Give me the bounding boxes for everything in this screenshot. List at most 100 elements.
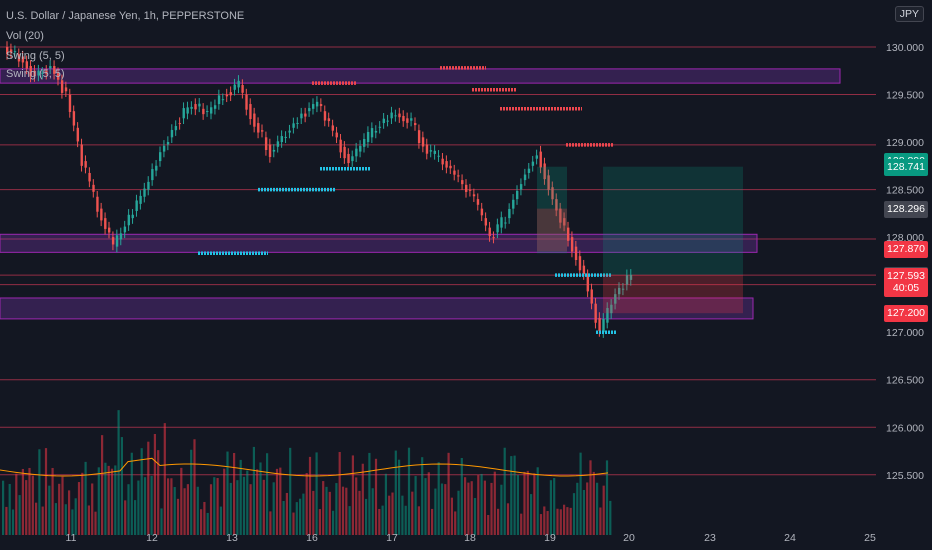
candle-body	[394, 115, 397, 117]
volume-bar	[335, 483, 338, 535]
candle-body	[182, 108, 185, 119]
candle-body	[437, 155, 440, 157]
volume-bar	[549, 480, 552, 535]
volume-bar	[97, 467, 100, 535]
candle-body	[41, 72, 44, 74]
candle-body	[570, 237, 574, 252]
volume-bar	[120, 437, 123, 535]
candle-body	[468, 189, 472, 191]
volume-bar	[163, 423, 166, 535]
x-tick-label: 13	[226, 532, 238, 544]
volume-bar	[91, 483, 94, 535]
candle-body	[484, 218, 488, 226]
candle-body	[390, 112, 393, 119]
volume-bar	[272, 482, 275, 535]
volume-bar	[572, 493, 576, 535]
volume-bar	[394, 450, 397, 535]
candle-body	[425, 144, 429, 154]
candle-body	[351, 156, 354, 162]
candle-body	[574, 246, 578, 261]
volume-bar	[157, 450, 160, 535]
volume-bar	[259, 462, 262, 535]
candle-body	[245, 94, 248, 110]
volume-bar	[609, 500, 612, 535]
swing-indicator-label-2[interactable]: Swing (5, 5)	[6, 68, 65, 80]
volume-bar	[447, 452, 450, 535]
volume-bar	[365, 498, 368, 535]
candle-body	[578, 256, 582, 271]
candle-body	[57, 73, 60, 80]
candle-body	[272, 149, 276, 152]
volume-bar	[41, 506, 44, 535]
candle-body	[241, 85, 244, 93]
candle-body	[563, 218, 566, 226]
x-tick-label: 16	[306, 532, 318, 544]
volume-bar	[275, 468, 279, 535]
volume-bar	[153, 433, 156, 535]
candle-body	[366, 131, 370, 143]
candle-body	[406, 118, 409, 123]
volume-bar	[371, 488, 374, 535]
currency-badge[interactable]: JPY	[894, 6, 924, 22]
volume-bar	[417, 506, 420, 535]
volume-bar	[282, 500, 285, 535]
volume-bar	[160, 508, 163, 535]
volume-indicator-label[interactable]: Vol (20)	[6, 30, 44, 42]
volume-bar	[338, 451, 341, 535]
prior-position-target	[537, 166, 567, 254]
candle-body	[162, 145, 166, 152]
candle-body	[76, 127, 80, 142]
candle-body	[472, 194, 476, 197]
volume-bar	[464, 477, 467, 535]
position-target-zone	[603, 166, 743, 275]
candle-body	[386, 120, 389, 122]
volume-bar	[318, 509, 321, 535]
price-tag: 40:05	[884, 280, 928, 298]
volume-bar	[332, 510, 335, 535]
prior-position-stop	[537, 208, 567, 252]
swing-indicator-label-1[interactable]: Swing (5, 5)	[6, 50, 65, 62]
volume-bar	[81, 472, 84, 535]
volume-bar	[421, 457, 424, 535]
volume-bar	[355, 477, 358, 535]
candle-body	[135, 200, 138, 211]
volume-bar	[11, 509, 15, 535]
volume-bar	[295, 502, 298, 535]
candle-body	[504, 222, 507, 224]
volume-bar	[536, 467, 539, 535]
candle-body	[457, 175, 460, 177]
volume-bar	[117, 410, 120, 535]
volume-bar	[605, 460, 609, 535]
volume-bar	[107, 465, 110, 535]
volume-bar	[361, 463, 364, 535]
candle-body	[433, 150, 437, 154]
candle-body	[398, 113, 401, 118]
volume-bar	[530, 494, 533, 535]
volume-bar	[589, 460, 592, 535]
candle-body	[100, 208, 103, 221]
volume-bar	[140, 448, 143, 535]
volume-bar	[434, 488, 437, 535]
candle-body	[453, 170, 456, 175]
candle-body	[488, 227, 491, 237]
volume-bar	[315, 452, 318, 535]
volume-bar	[292, 512, 295, 535]
candle-body	[304, 113, 307, 117]
candle-body	[516, 190, 519, 200]
volume-bar	[203, 501, 206, 535]
volume-bar	[579, 452, 582, 535]
volume-bar	[256, 469, 259, 535]
candle-body	[202, 108, 205, 115]
candle-body	[29, 66, 32, 77]
volume-bar	[477, 475, 480, 535]
volume-bar	[407, 447, 411, 535]
candle-body	[284, 136, 287, 138]
volume-bar	[180, 467, 183, 535]
candle-body	[221, 99, 225, 101]
volume-bar	[325, 486, 328, 535]
volume-bar	[183, 488, 186, 535]
volume-bar	[21, 468, 24, 535]
zone-2	[0, 297, 754, 320]
volume-bar	[242, 476, 246, 535]
